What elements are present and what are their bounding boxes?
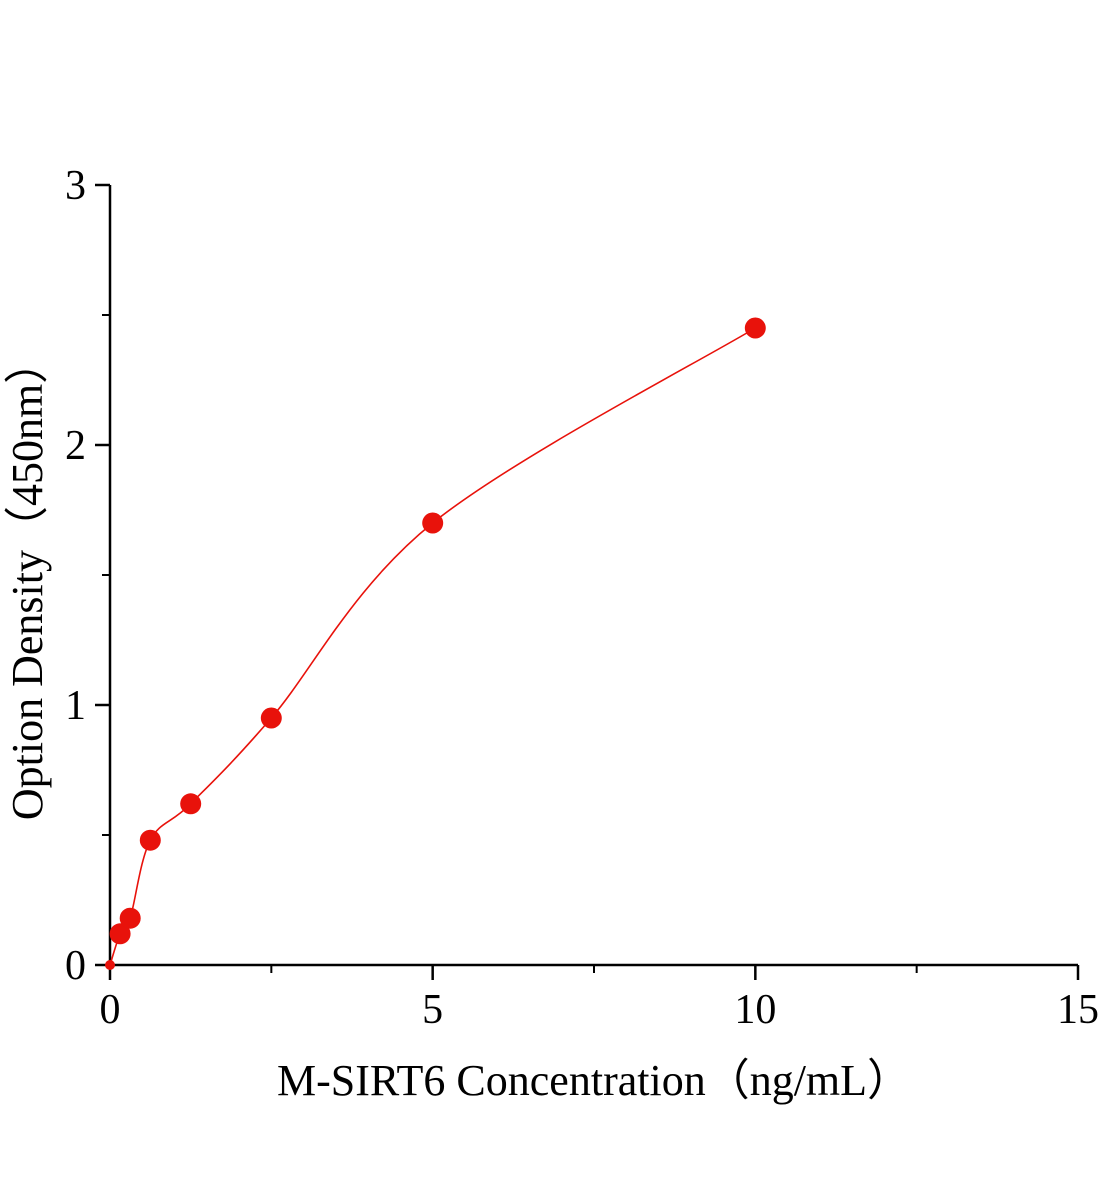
y-tick-label: 1 — [65, 683, 86, 729]
data-point — [744, 317, 766, 339]
data-point — [109, 923, 131, 945]
data-point — [139, 829, 161, 851]
x-tick-label: 0 — [100, 987, 121, 1033]
data-point — [119, 907, 141, 929]
x-axis-label: M-SIRT6 Concentration（ng/mL） — [277, 1056, 911, 1105]
y-tick-label: 0 — [65, 943, 86, 989]
data-point — [180, 793, 202, 815]
y-tick-label: 2 — [65, 423, 86, 469]
x-tick-label: 5 — [422, 987, 443, 1033]
data-point — [105, 960, 115, 970]
y-tick-label: 3 — [65, 163, 86, 209]
x-tick-label: 15 — [1057, 987, 1099, 1033]
data-point — [260, 707, 282, 729]
x-tick-label: 10 — [734, 987, 776, 1033]
data-point — [422, 512, 444, 534]
y-axis-label: Option Density（450nm） — [3, 340, 52, 820]
plot-layer: 0 5 10 15 0 1 2 3 — [65, 163, 1099, 1033]
